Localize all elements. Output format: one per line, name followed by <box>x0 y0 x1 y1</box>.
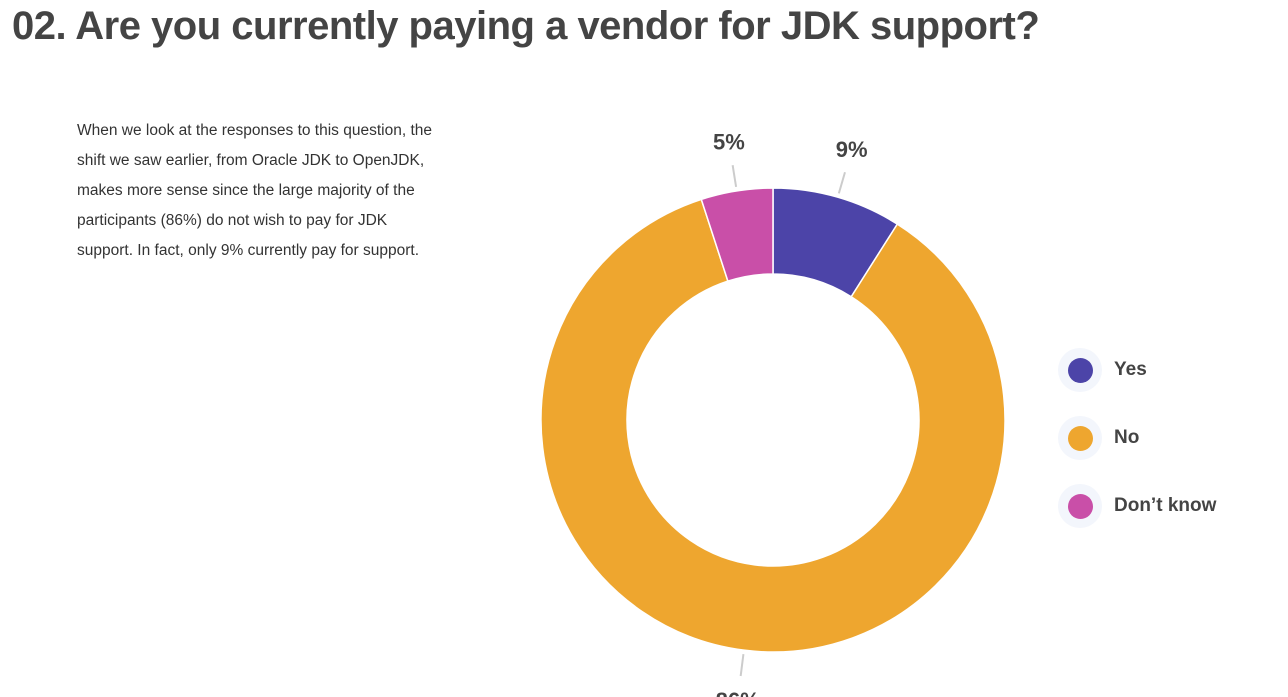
data-label: 5% <box>713 129 745 154</box>
legend-item-no: No <box>1058 404 1216 472</box>
legend-item-dont-know: Don’t know <box>1058 472 1216 540</box>
legend-label: Don’t know <box>1114 495 1217 516</box>
data-label: 9% <box>836 137 868 162</box>
legend-swatch <box>1067 357 1093 383</box>
data-label: 86% <box>716 688 760 697</box>
leader-line <box>837 171 846 194</box>
description-text: When we look at the responses to this qu… <box>77 122 432 259</box>
legend-label: No <box>1114 427 1140 448</box>
slice-don-t-know <box>700 187 774 283</box>
leader-line <box>739 654 745 677</box>
legend: Yes No Don’t know <box>1058 336 1216 540</box>
legend-swatch <box>1067 493 1093 519</box>
legend-label: Yes <box>1114 359 1147 380</box>
leader-line <box>731 165 738 188</box>
page-title: 02. Are you currently paying a vendor fo… <box>12 4 1040 48</box>
legend-item-yes: Yes <box>1058 336 1216 404</box>
legend-swatch <box>1067 425 1093 451</box>
slice-no <box>540 198 1006 653</box>
